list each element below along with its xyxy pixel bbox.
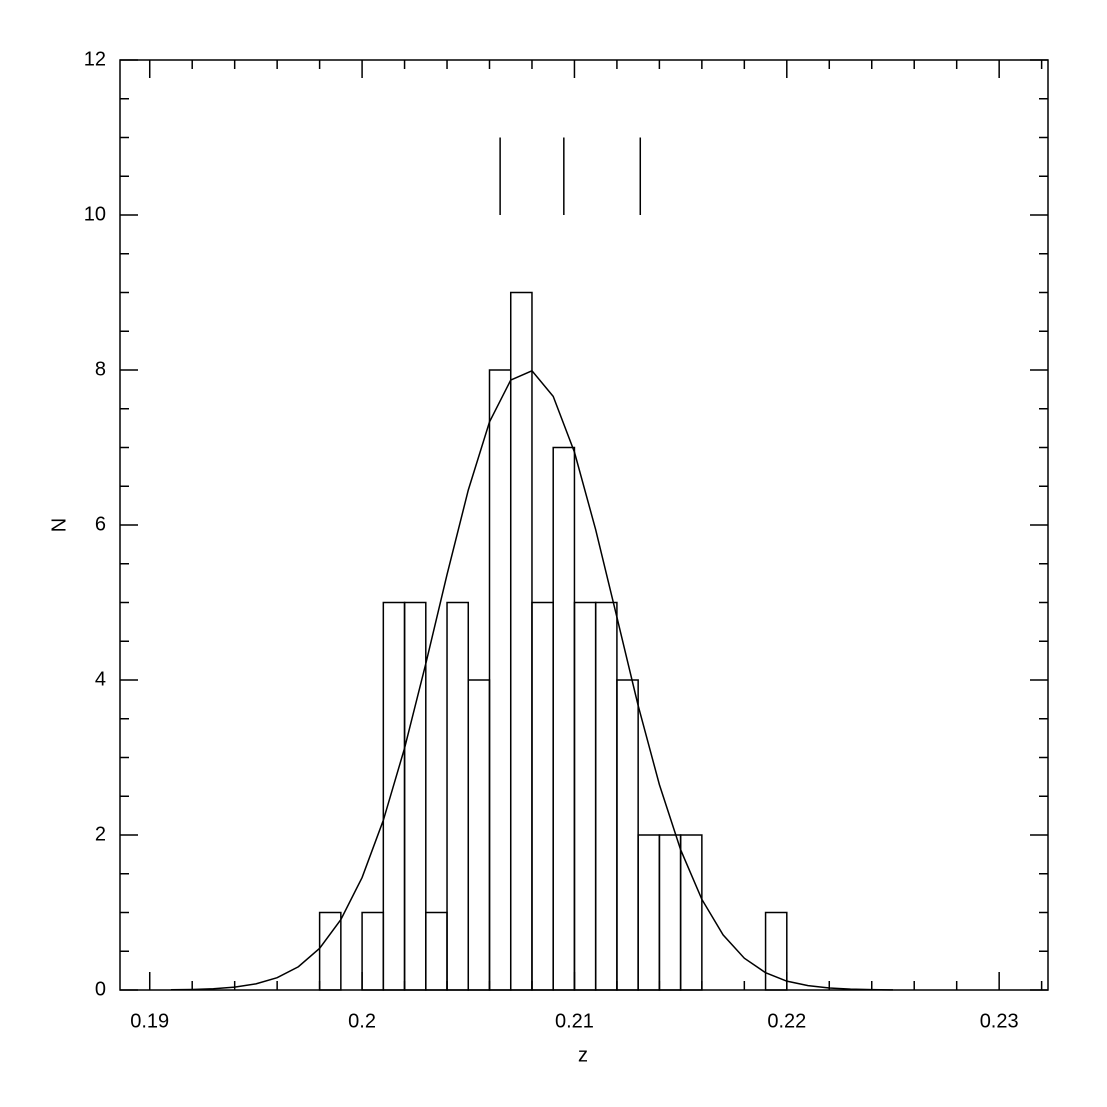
plot-frame [119,59,1049,991]
histogram-bar [361,911,385,991]
histogram-bar [764,911,788,991]
histogram-bar [658,834,682,991]
histogram-bar [382,601,406,991]
y-axis-label: N [48,518,70,532]
histogram-bar [425,911,448,991]
x-tick-label: 0.19 [130,1010,169,1032]
histogram-bar [616,679,639,991]
x-axis-label: z [578,1044,588,1066]
y-tick-label: 8 [95,358,106,380]
histogram-bar [509,291,533,991]
histogram-bar [446,601,470,991]
x-tick-label: 0.21 [555,1010,594,1032]
y-tick-label: 2 [95,823,106,845]
y-tick-label: 10 [84,203,106,225]
x-tick-label: 0.22 [767,1010,806,1032]
histogram-bar [531,601,554,991]
y-tick-label: 0 [95,978,106,1000]
histogram-bar [318,911,342,991]
y-tick-label: 4 [95,668,106,690]
gaussian-fit [170,369,893,991]
histogram-bar [403,601,427,991]
histogram-bar [573,601,597,991]
histogram-bar [552,446,576,991]
histogram-bar [637,834,661,991]
histogram-bar [467,679,491,991]
x-tick-label: 0.23 [980,1010,1019,1032]
x-tick-label: 0.2 [348,1010,376,1032]
histogram-bar [594,601,618,991]
histogram-bar [488,369,512,991]
histogram-bar [679,834,703,991]
y-tick-label: 12 [84,48,106,70]
y-tick-label: 6 [95,513,106,535]
